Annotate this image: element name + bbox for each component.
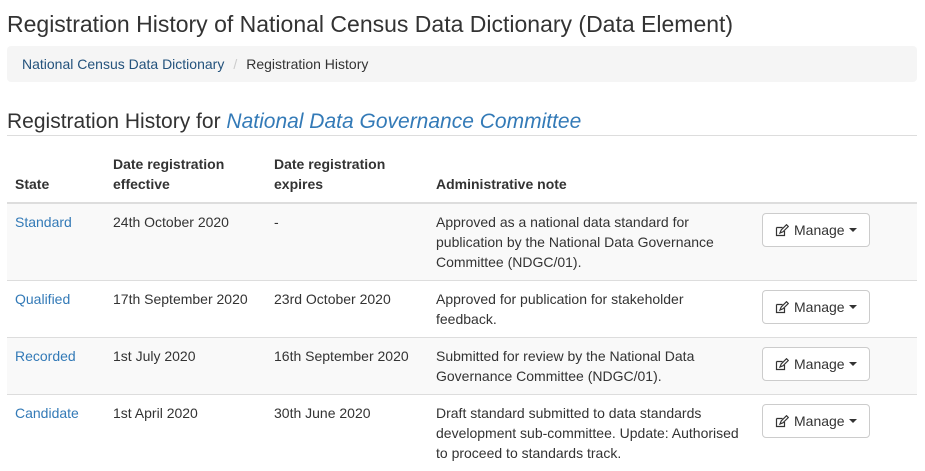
edit-icon <box>775 358 789 371</box>
page-title: Registration History of National Census … <box>7 0 917 46</box>
manage-button[interactable]: Manage <box>762 347 870 381</box>
expiry-date: 16th September 2020 <box>266 338 428 395</box>
state-link[interactable]: Standard <box>15 214 72 230</box>
manage-button[interactable]: Manage <box>762 213 870 247</box>
manage-button[interactable]: Manage <box>762 404 870 438</box>
table-row: Candidate 1st April 2020 30th June 2020 … <box>7 395 917 471</box>
administrative-note: Approved for publication for stakeholder… <box>428 281 754 338</box>
manage-button[interactable]: Manage <box>762 290 870 324</box>
table-row: Recorded 1st July 2020 16th September 20… <box>7 338 917 395</box>
breadcrumb: National Census Data Dictionary / Regist… <box>7 46 917 82</box>
manage-label: Manage <box>794 413 845 429</box>
caret-down-icon <box>849 362 857 366</box>
caret-down-icon <box>849 305 857 309</box>
breadcrumb-link-dictionary[interactable]: National Census Data Dictionary <box>22 56 224 72</box>
header-expires: Date registration expires <box>266 136 428 203</box>
registration-history-table: State Date registration effective Date r… <box>7 136 917 471</box>
administrative-note: Submitted for review by the National Dat… <box>428 338 754 395</box>
state-link[interactable]: Qualified <box>15 291 70 307</box>
effective-date: 17th September 2020 <box>105 281 266 338</box>
edit-icon <box>775 301 789 314</box>
caret-down-icon <box>849 419 857 423</box>
caret-down-icon <box>849 228 857 232</box>
expiry-date: - <box>266 203 428 281</box>
state-link[interactable]: Recorded <box>15 348 76 364</box>
manage-label: Manage <box>794 356 845 372</box>
administrative-note: Draft standard submitted to data standar… <box>428 395 754 471</box>
administrative-note: Approved as a national data standard for… <box>428 203 754 281</box>
edit-icon <box>775 224 789 237</box>
section-heading-prefix: Registration History for <box>7 110 221 133</box>
edit-icon <box>775 415 789 428</box>
state-link[interactable]: Candidate <box>15 405 79 421</box>
section-heading: Registration History for National Data G… <box>7 82 917 136</box>
effective-date: 24th October 2020 <box>105 203 266 281</box>
breadcrumb-separator: / <box>224 56 246 72</box>
header-effective: Date registration effective <box>105 136 266 203</box>
table-row: Qualified 17th September 2020 23rd Octob… <box>7 281 917 338</box>
manage-label: Manage <box>794 299 845 315</box>
header-state: State <box>7 136 105 203</box>
breadcrumb-current: Registration History <box>246 56 368 72</box>
header-actions <box>754 136 917 203</box>
manage-label: Manage <box>794 222 845 238</box>
registration-authority-link[interactable]: National Data Governance Committee <box>226 110 581 133</box>
header-note: Administrative note <box>428 136 754 203</box>
effective-date: 1st April 2020 <box>105 395 266 471</box>
expiry-date: 30th June 2020 <box>266 395 428 471</box>
table-row: Standard 24th October 2020 - Approved as… <box>7 203 917 281</box>
table-header-row: State Date registration effective Date r… <box>7 136 917 203</box>
effective-date: 1st July 2020 <box>105 338 266 395</box>
expiry-date: 23rd October 2020 <box>266 281 428 338</box>
